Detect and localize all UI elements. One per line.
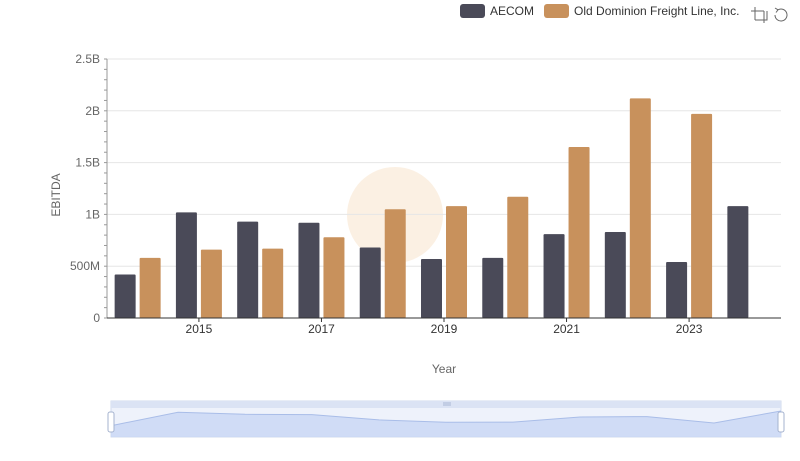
bars xyxy=(114,98,749,319)
zoom-preview-line xyxy=(110,410,782,427)
bar-aecom-2018[interactable] xyxy=(359,247,381,318)
legend-swatch-aecom xyxy=(460,4,485,18)
bar-old-dominion-2021[interactable] xyxy=(568,147,590,318)
legend-item-aecom[interactable]: AECOM xyxy=(460,4,534,18)
zoom-preview-area xyxy=(111,411,781,437)
zoom-move-grip[interactable] xyxy=(443,402,451,406)
x-tick-label: 2021 xyxy=(553,322,580,336)
y-tick-label: 1.5B xyxy=(75,156,100,170)
legend: AECOM Old Dominion Freight Line, Inc. xyxy=(460,4,749,18)
grid-lines xyxy=(107,58,781,267)
axes: 0 500M 1B 1.5B 2B 2.5B 2015 2017 2019 2021 2023 xyxy=(70,52,781,336)
bar-aecom-2021[interactable] xyxy=(543,234,565,318)
y-tick-label: 500M xyxy=(70,259,100,273)
x-tick-label: 2015 xyxy=(186,322,213,336)
bar-aecom-2017[interactable] xyxy=(298,222,320,318)
zoom-handle-left[interactable] xyxy=(107,411,115,433)
y-tick-label: 0 xyxy=(93,311,100,325)
bar-aecom-2015[interactable] xyxy=(175,212,197,318)
x-tick-label: 2019 xyxy=(431,322,458,336)
legend-swatch-old-dominion xyxy=(544,4,570,18)
bar-old-dominion-2020[interactable] xyxy=(507,196,529,318)
bar-aecom-2022[interactable] xyxy=(604,232,626,318)
x-tick-label: 2023 xyxy=(676,322,703,336)
y-tick-label: 2.5B xyxy=(75,52,100,66)
bar-old-dominion-2023[interactable] xyxy=(691,113,713,319)
bar-aecom-2016[interactable] xyxy=(237,221,259,318)
bar-aecom-2023[interactable] xyxy=(666,262,688,318)
bar-old-dominion-2014[interactable] xyxy=(139,257,161,318)
zoom-handle-right[interactable] xyxy=(777,411,785,433)
bar-aecom-2014[interactable] xyxy=(114,274,136,318)
legend-label-aecom: AECOM xyxy=(490,4,535,18)
bar-aecom-2019[interactable] xyxy=(421,258,442,318)
x-axis-title: Year xyxy=(431,362,457,376)
bar-old-dominion-2015[interactable] xyxy=(200,249,222,318)
legend-item-old-dominion[interactable]: Old Dominion Freight Line, Inc. xyxy=(544,4,739,18)
bar-old-dominion-2017[interactable] xyxy=(323,237,345,318)
bar-aecom-2020[interactable] xyxy=(482,257,504,318)
bar-old-dominion-2016[interactable] xyxy=(262,248,284,318)
zoom-select-icon[interactable] xyxy=(750,6,768,24)
x-tick-label: 2017 xyxy=(308,322,335,336)
bar-old-dominion-2018[interactable] xyxy=(384,209,406,318)
bar-old-dominion-2019[interactable] xyxy=(446,206,467,318)
y-tick-label: 1B xyxy=(85,207,100,221)
legend-label-old-dominion: Old Dominion Freight Line, Inc. xyxy=(574,4,740,18)
y-axis-title: EBITDA xyxy=(49,173,63,217)
bar-aecom-2024[interactable] xyxy=(727,206,749,318)
toolbar xyxy=(746,6,790,24)
y-tick-label: 2B xyxy=(85,104,100,118)
bar-old-dominion-2022[interactable] xyxy=(629,98,651,318)
data-zoom-slider[interactable] xyxy=(107,400,785,438)
restore-icon[interactable] xyxy=(772,6,790,24)
